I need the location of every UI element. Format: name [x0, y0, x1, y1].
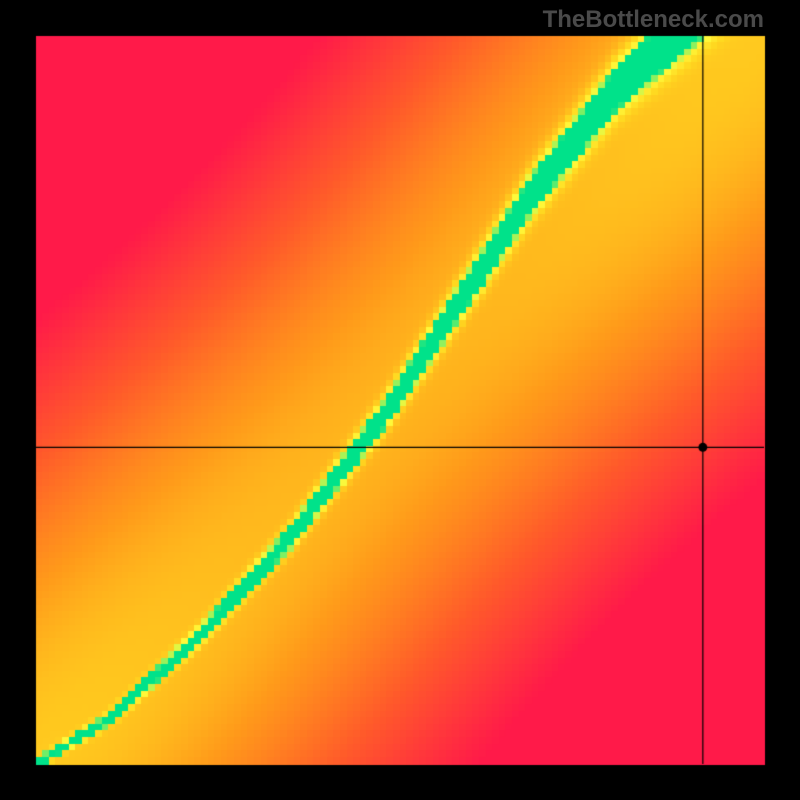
chart-container: TheBottleneck.com [0, 0, 800, 800]
watermark-text: TheBottleneck.com [543, 6, 764, 34]
bottleneck-heatmap [0, 0, 800, 800]
